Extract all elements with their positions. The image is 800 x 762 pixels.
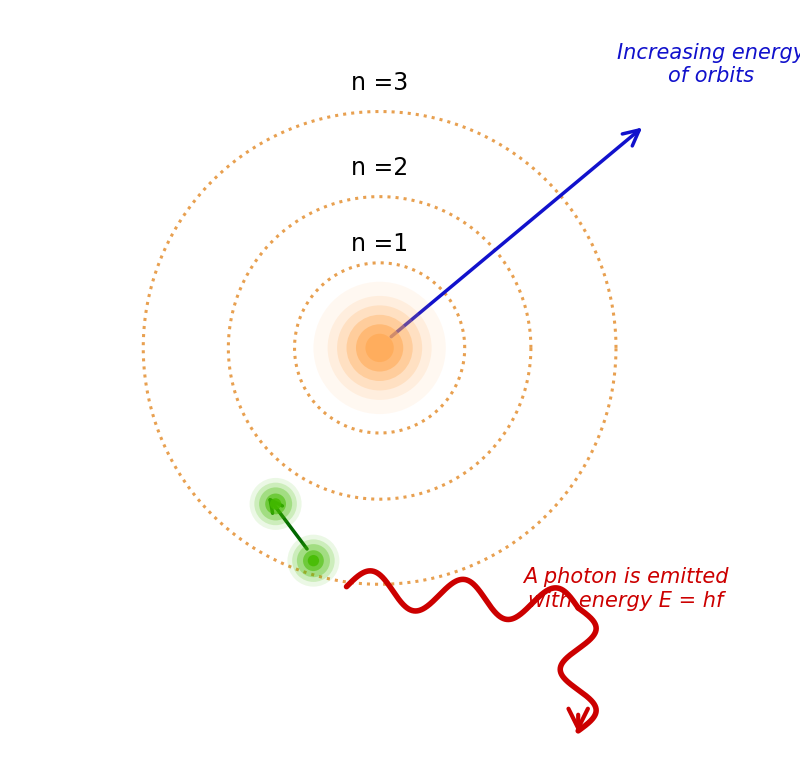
Circle shape <box>250 478 302 530</box>
Circle shape <box>297 544 330 577</box>
Circle shape <box>303 550 324 571</box>
Circle shape <box>259 488 292 520</box>
Circle shape <box>366 334 394 362</box>
Circle shape <box>314 282 446 414</box>
Circle shape <box>287 535 339 587</box>
Circle shape <box>270 498 282 510</box>
Text: n =2: n =2 <box>351 156 408 181</box>
Circle shape <box>337 306 422 390</box>
Circle shape <box>292 539 334 582</box>
Circle shape <box>266 494 286 514</box>
Text: Increasing energy
of orbits: Increasing energy of orbits <box>617 43 800 86</box>
Circle shape <box>328 296 432 400</box>
Text: n =1: n =1 <box>351 232 408 256</box>
Text: n =3: n =3 <box>351 71 408 95</box>
Circle shape <box>356 325 403 372</box>
Circle shape <box>346 315 413 381</box>
Circle shape <box>254 482 297 525</box>
Circle shape <box>308 555 319 566</box>
Text: A photon is emitted
with energy E = hf: A photon is emitted with energy E = hf <box>522 568 728 610</box>
